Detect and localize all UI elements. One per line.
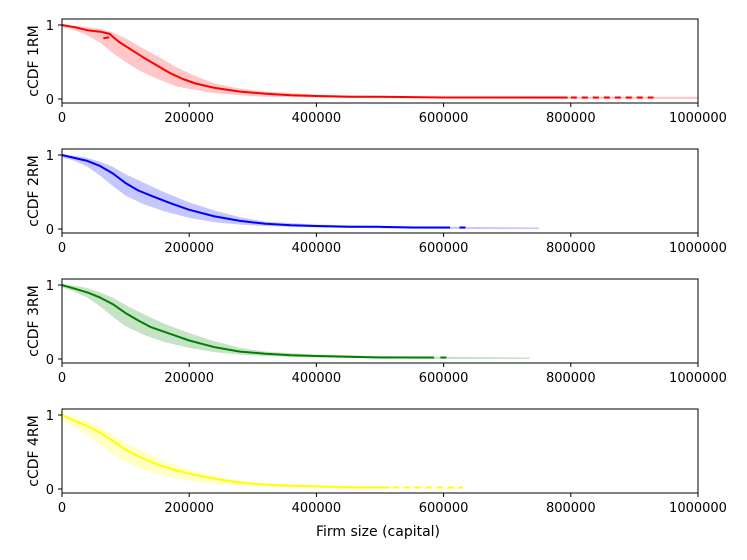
confidence-band (62, 415, 463, 489)
y-tick-label: 1 (46, 19, 54, 34)
x-tick-label: 0 (58, 111, 66, 126)
y-tick-label: 0 (46, 223, 54, 238)
panel-1: 0 200000 400000 600000 800000 1000000 0 1 cCDF 1… (26, 18, 727, 126)
x-tick-label: 200000 (164, 501, 214, 516)
x-tick-label: 800000 (546, 111, 596, 126)
confidence-band (62, 285, 530, 359)
y-axis-label: cCDF 4RM (26, 415, 42, 486)
x-tick-label: 400000 (292, 371, 342, 386)
y-tick-label: 1 (46, 279, 54, 294)
x-tick-label: 200000 (164, 371, 214, 386)
x-tick-label: 400000 (292, 111, 342, 126)
confidence-band (62, 25, 698, 99)
axes-frame (61, 278, 699, 364)
x-tick-label: 800000 (546, 501, 596, 516)
x-tick-label: 800000 (546, 371, 596, 386)
y-tick-label: 0 (46, 93, 54, 108)
x-tick-label: 1000000 (669, 111, 727, 126)
y-axis-label: cCDF 1RM (26, 25, 42, 96)
x-axis-label: Firm size (capital) (316, 524, 440, 540)
series-line (61, 284, 435, 359)
x-tick-label: 200000 (164, 111, 214, 126)
x-tick-label: 600000 (419, 111, 469, 126)
x-tick-label: 400000 (292, 241, 342, 256)
series-dashed-segment (103, 35, 112, 40)
axes-frame (61, 18, 699, 104)
y-tick-label: 0 (46, 483, 54, 498)
axes-frame (61, 148, 699, 234)
x-tick-label: 0 (58, 241, 66, 256)
x-tick-label: 600000 (419, 371, 469, 386)
y-axis-label: cCDF 2RM (26, 155, 42, 226)
y-tick-label: 1 (46, 409, 54, 424)
x-tick-label: 0 (58, 501, 66, 516)
x-tick-label: 600000 (419, 241, 469, 256)
x-tick-label: 1000000 (669, 371, 727, 386)
x-tick-label: 800000 (546, 241, 596, 256)
y-tick-label: 1 (46, 149, 54, 164)
x-tick-label: 600000 (419, 501, 469, 516)
panel-2: 0 200000 400000 600000 800000 1000000 0 1 cCDF 2… (26, 148, 727, 256)
panel-3: 0 200000 400000 600000 800000 1000000 0 1 cCDF 3… (26, 278, 727, 386)
series-line (61, 154, 450, 229)
series-line (61, 24, 568, 99)
axes-frame (61, 408, 699, 494)
x-tick-label: 1000000 (669, 501, 727, 516)
confidence-band (62, 155, 539, 229)
panel-4: 0 200000 400000 600000 800000 1000000 0 1 cCDF 4… (26, 408, 727, 516)
x-tick-label: 0 (58, 371, 66, 386)
y-tick-label: 0 (46, 353, 54, 368)
x-tick-label: 200000 (164, 241, 214, 256)
y-axis-label: cCDF 3RM (26, 285, 42, 356)
x-tick-label: 400000 (292, 501, 342, 516)
series-line (61, 414, 390, 489)
x-tick-label: 1000000 (669, 241, 727, 256)
